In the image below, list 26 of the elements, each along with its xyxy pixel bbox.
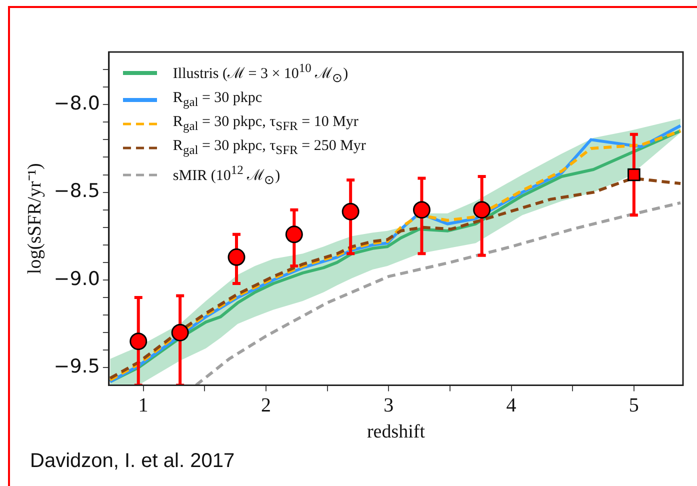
legend-label: Illustris (ℳ = 3 × 10$^{10}$ ℳ$_{⊙}$) (172, 60, 348, 87)
x-tick-label: 4 (506, 394, 516, 416)
point (628, 168, 640, 182)
text: Davidzon, I. et al. 2017 (30, 450, 235, 473)
legend-label: sMIR (10$^{12}$ ℳ$_{⊙}$) (172, 162, 280, 189)
point (342, 202, 360, 220)
point (412, 201, 430, 219)
y-tick-label: −9.5 (54, 356, 100, 378)
point (130, 332, 148, 350)
x-tick-label: 2 (260, 394, 271, 416)
x-tick-label: 5 (628, 394, 639, 416)
legend-label: R$_{gal}$ = 30 pkpc, τ$_{SFR}$ = 10 Myr (172, 113, 358, 135)
x-tick-label: 1 (138, 394, 148, 416)
y-tick-label: −8.0 (54, 92, 100, 115)
y-axis-title: log(sSFR/yr⁻¹) (24, 163, 46, 274)
y-tick-label: −8.5 (54, 180, 100, 202)
point (171, 324, 189, 342)
legend-label: R$_{gal}$ = 30 pkpc, τ$_{SFR}$ = 250 Myr (172, 137, 366, 159)
legend-label: R$_{gal}$ = 30 pkpc (172, 89, 262, 111)
x-axis-title: redshift (366, 422, 426, 443)
point (473, 201, 491, 219)
point (285, 226, 303, 244)
point (228, 248, 246, 266)
line-series (194, 201, 682, 386)
y-tick-label: −9.0 (54, 268, 100, 290)
x-tick-label: 3 (384, 394, 394, 416)
